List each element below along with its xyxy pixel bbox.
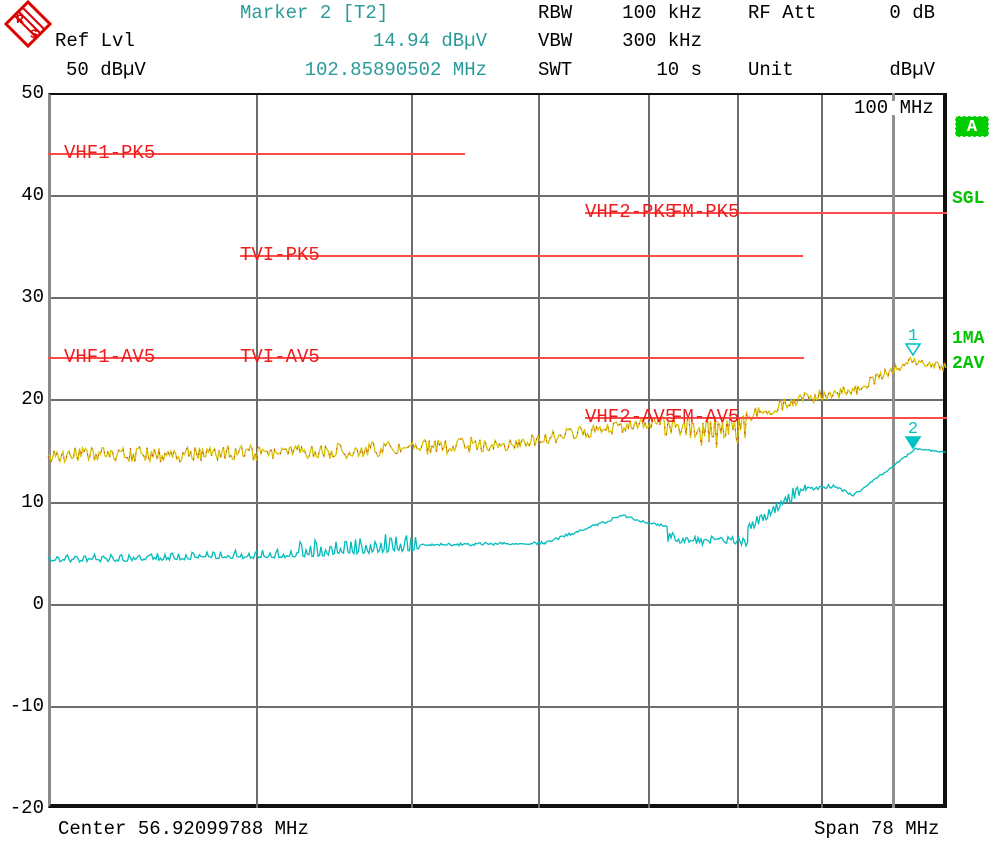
center-frequency-label: Center 56.92099788 MHz bbox=[58, 818, 309, 840]
y-axis-tick-label: 20 bbox=[21, 388, 44, 411]
rbw-label: RBW bbox=[538, 2, 573, 24]
limit-line-label: TVI-AV5 bbox=[240, 346, 320, 368]
grid-vline bbox=[538, 95, 540, 808]
limit-line bbox=[585, 212, 947, 214]
unit-value: dBµV bbox=[889, 59, 935, 81]
limit-line bbox=[240, 255, 803, 257]
span-label: Span 78 MHz bbox=[814, 818, 940, 840]
limit-line-label: FM-PK5 bbox=[671, 201, 740, 223]
y-axis-tick-label: -20 bbox=[9, 797, 44, 819]
vbw-label: VBW bbox=[538, 30, 573, 52]
limit-line bbox=[48, 153, 465, 155]
rf-att-value: 0 dB bbox=[889, 2, 935, 24]
grid-vline bbox=[411, 95, 413, 808]
rf-att-label: RF Att bbox=[748, 2, 817, 24]
grid-hline bbox=[51, 195, 943, 197]
swt-value: 10 s bbox=[656, 59, 702, 81]
ref-level-label: Ref Lvl bbox=[55, 30, 135, 52]
frequency-line-label: 100 MHz bbox=[854, 97, 934, 119]
limit-line-label: FM-AV5 bbox=[671, 406, 740, 428]
grid-hline bbox=[51, 604, 943, 606]
marker-level-value: 14.94 dBµV bbox=[372, 30, 487, 52]
limit-line-label: VHF1-PK5 bbox=[64, 142, 156, 164]
grid-hline bbox=[51, 502, 943, 504]
svg-text:S: S bbox=[30, 27, 38, 42]
y-axis-tick-label: 0 bbox=[32, 592, 44, 615]
trace1-mode-indicator: 1MA bbox=[952, 329, 985, 349]
svg-text:R: R bbox=[16, 12, 24, 27]
grid-hline bbox=[51, 297, 943, 299]
frequency-line bbox=[892, 115, 895, 808]
rbw-value: 100 kHz bbox=[622, 2, 702, 24]
limit-line-label: TVI-PK5 bbox=[240, 244, 320, 266]
grid-vline bbox=[821, 95, 823, 808]
plot-area-border bbox=[48, 93, 947, 808]
grid-vline bbox=[256, 95, 258, 808]
limit-line-label: VHF2-AV5 bbox=[585, 406, 677, 428]
grid-hline bbox=[51, 399, 943, 401]
y-axis-tick-label: 30 bbox=[21, 286, 44, 309]
y-axis-tick-label: 40 bbox=[21, 184, 44, 207]
y-axis-tick-label: 10 bbox=[21, 490, 44, 513]
single-sweep-indicator: SGL bbox=[952, 189, 985, 209]
limit-line bbox=[48, 357, 804, 359]
vbw-value: 300 kHz bbox=[622, 30, 702, 52]
screen-a-badge: A bbox=[955, 116, 989, 137]
trace2-mode-indicator: 2AV bbox=[952, 354, 985, 374]
grid-hline bbox=[51, 706, 943, 708]
limit-line-label: VHF1-AV5 bbox=[64, 346, 156, 368]
ref-level-value: 50 dBµV bbox=[66, 59, 146, 81]
swt-label: SWT bbox=[538, 59, 573, 81]
frequency-line-tick bbox=[892, 93, 895, 101]
unit-label: Unit bbox=[748, 59, 794, 81]
marker-frequency-value: 102.85890502 MHz bbox=[304, 59, 487, 81]
limit-line-label: VHF2-PK5 bbox=[585, 201, 677, 223]
marker-readout-title: Marker 2 [T2] bbox=[240, 2, 389, 24]
y-axis-tick-label: -10 bbox=[9, 694, 44, 717]
y-axis-tick-label: 50 bbox=[21, 82, 44, 104]
rohde-schwarz-logo: R S bbox=[4, 0, 52, 48]
